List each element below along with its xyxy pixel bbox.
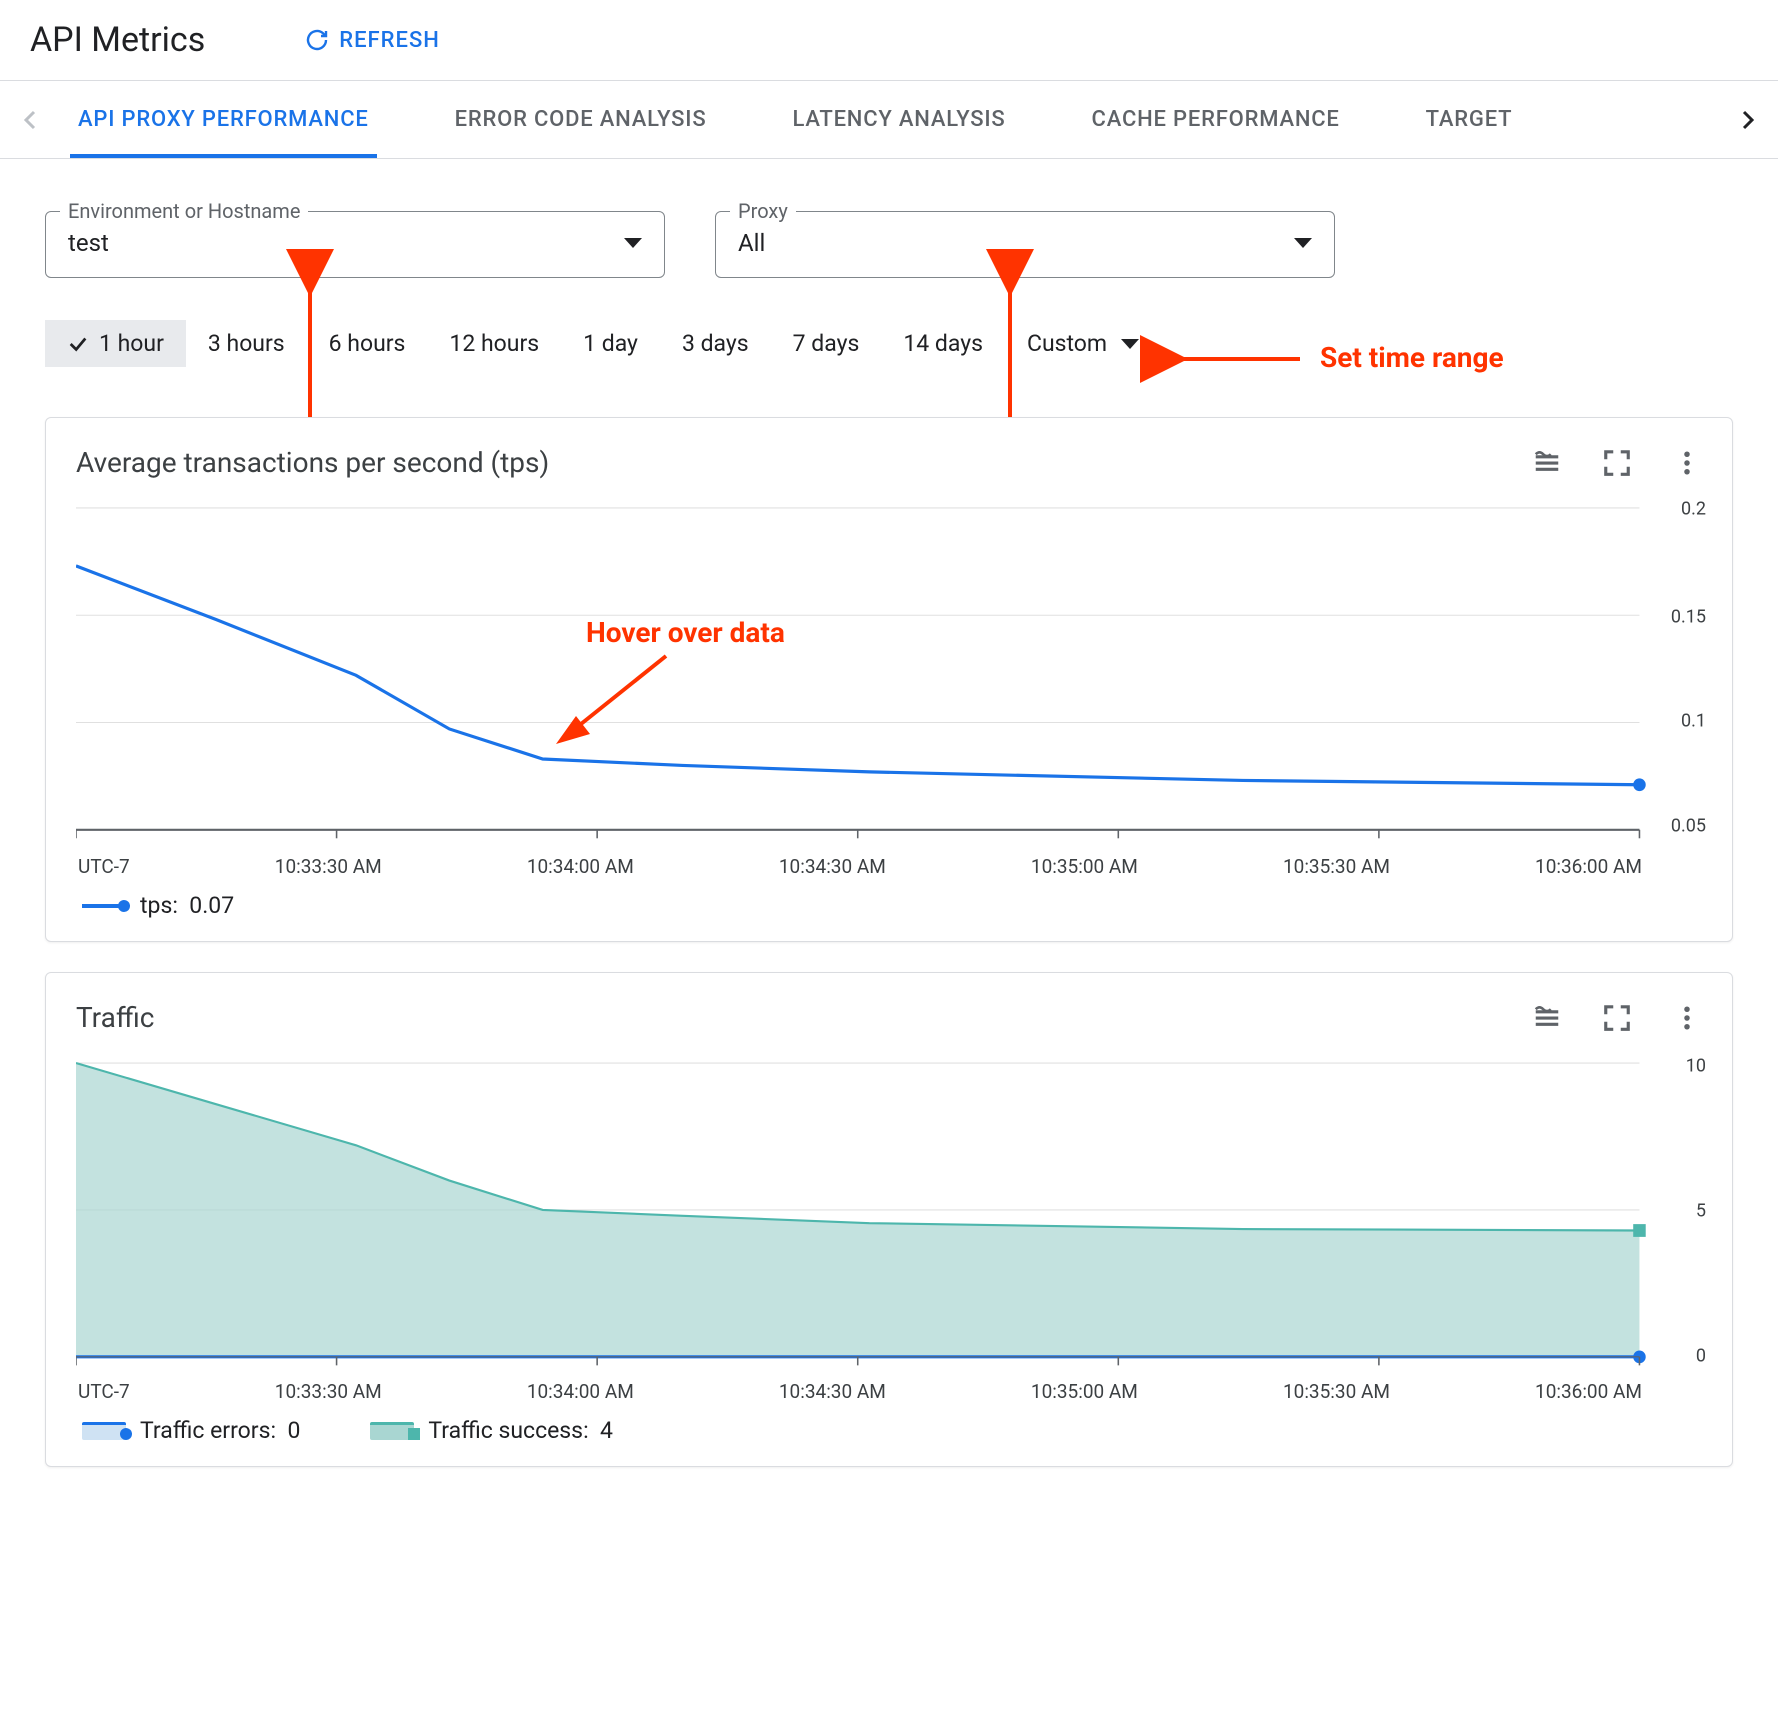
check-icon	[67, 333, 89, 355]
legend-traffic-success[interactable]: Traffic success: 4	[370, 1417, 613, 1444]
x-tick: UTC-7	[78, 1380, 130, 1403]
dropdown-icon	[624, 238, 642, 248]
time-option-14days[interactable]: 14 days	[881, 320, 1005, 367]
tabs-scroll-right[interactable]	[1728, 100, 1768, 140]
page-title: API Metrics	[30, 20, 205, 60]
chevron-left-icon	[22, 108, 38, 132]
fullscreen-icon[interactable]	[1602, 448, 1632, 478]
refresh-label: REFRESH	[339, 28, 440, 53]
tps-chart-card: Average transactions per second (tps) 0.…	[45, 417, 1733, 942]
more-menu-icon[interactable]	[1672, 1003, 1702, 1033]
traffic-chart[interactable]	[76, 1046, 1702, 1376]
x-tick: 10:35:00 AM	[1031, 1380, 1138, 1403]
time-option-7days[interactable]: 7 days	[771, 320, 882, 367]
traffic-chart-title: Traffic	[76, 1001, 154, 1034]
time-range-selector: 1 hour 3 hours 6 hours 12 hours 1 day 3 …	[0, 298, 1778, 377]
traffic-chart-card: Traffic 10 5 0 UTC-7 10:33:30 AM 10:34:0…	[45, 972, 1733, 1467]
refresh-icon	[305, 28, 329, 52]
tps-chart[interactable]	[76, 491, 1702, 851]
time-option-3hours[interactable]: 3 hours	[186, 320, 307, 367]
environment-label: Environment or Hostname	[60, 199, 308, 223]
y-tick: 0.15	[1671, 607, 1706, 628]
y-tick: 0	[1696, 1346, 1706, 1367]
time-option-3days[interactable]: 3 days	[660, 320, 771, 367]
x-tick: 10:35:30 AM	[1283, 855, 1390, 878]
legend-value: 0	[287, 1417, 300, 1444]
time-option-6hours[interactable]: 6 hours	[307, 320, 428, 367]
refresh-button[interactable]: REFRESH	[305, 28, 440, 53]
x-tick: 10:33:30 AM	[275, 855, 382, 878]
legend-toggle-icon[interactable]	[1532, 1003, 1562, 1033]
tab-error-code-analysis[interactable]: ERROR CODE ANALYSIS	[447, 81, 715, 158]
y-tick: 10	[1686, 1055, 1706, 1076]
fullscreen-icon[interactable]	[1602, 1003, 1632, 1033]
tabs-scroll-left[interactable]	[10, 100, 50, 140]
x-tick: 10:36:00 AM	[1535, 855, 1642, 878]
time-option-1day[interactable]: 1 day	[561, 320, 660, 367]
time-option-label: 1 hour	[99, 330, 164, 357]
x-tick: 10:34:00 AM	[527, 1380, 634, 1403]
x-tick: 10:36:00 AM	[1535, 1380, 1642, 1403]
x-tick: 10:33:30 AM	[275, 1380, 382, 1403]
legend-traffic-errors[interactable]: Traffic errors: 0	[82, 1417, 300, 1444]
dropdown-icon	[1294, 238, 1312, 248]
x-tick: 10:34:00 AM	[527, 855, 634, 878]
tab-cache-performance[interactable]: CACHE PERFORMANCE	[1084, 81, 1348, 158]
x-tick: 10:35:00 AM	[1031, 855, 1138, 878]
time-custom-label: Custom	[1027, 330, 1107, 357]
y-tick: 0.05	[1671, 815, 1706, 836]
legend-label: Traffic errors	[140, 1417, 270, 1444]
legend-toggle-icon[interactable]	[1532, 448, 1562, 478]
y-tick: 5	[1696, 1201, 1706, 1222]
dropdown-icon	[1121, 339, 1139, 349]
time-option-12hours[interactable]: 12 hours	[427, 320, 561, 367]
environment-value: test	[68, 229, 109, 257]
x-tick: 10:34:30 AM	[779, 1380, 886, 1403]
x-tick: 10:34:30 AM	[779, 855, 886, 878]
tab-latency-analysis[interactable]: LATENCY ANALYSIS	[784, 81, 1013, 158]
chevron-right-icon	[1740, 108, 1756, 132]
proxy-value: All	[738, 229, 765, 257]
tps-chart-title: Average transactions per second (tps)	[76, 446, 549, 479]
time-option-1hour[interactable]: 1 hour	[45, 320, 186, 367]
y-tick: 0.2	[1681, 499, 1706, 520]
x-tick: UTC-7	[78, 855, 130, 878]
tabs: API PROXY PERFORMANCE ERROR CODE ANALYSI…	[50, 81, 1728, 158]
tab-target[interactable]: TARGET	[1418, 81, 1521, 158]
proxy-select[interactable]: Proxy All	[715, 199, 1335, 278]
legend-tps[interactable]: tps: 0.07	[82, 892, 234, 919]
more-menu-icon[interactable]	[1672, 448, 1702, 478]
tab-api-proxy-performance[interactable]: API PROXY PERFORMANCE	[70, 81, 377, 158]
legend-value: 0.07	[189, 892, 234, 919]
environment-select[interactable]: Environment or Hostname test	[45, 199, 665, 278]
legend-value: 4	[600, 1417, 613, 1444]
legend-label: Traffic success	[428, 1417, 583, 1444]
time-option-custom[interactable]: Custom	[1005, 320, 1161, 367]
x-tick: 10:35:30 AM	[1283, 1380, 1390, 1403]
y-tick: 0.1	[1681, 711, 1706, 732]
legend-label: tps	[140, 892, 172, 919]
proxy-label: Proxy	[730, 199, 796, 223]
